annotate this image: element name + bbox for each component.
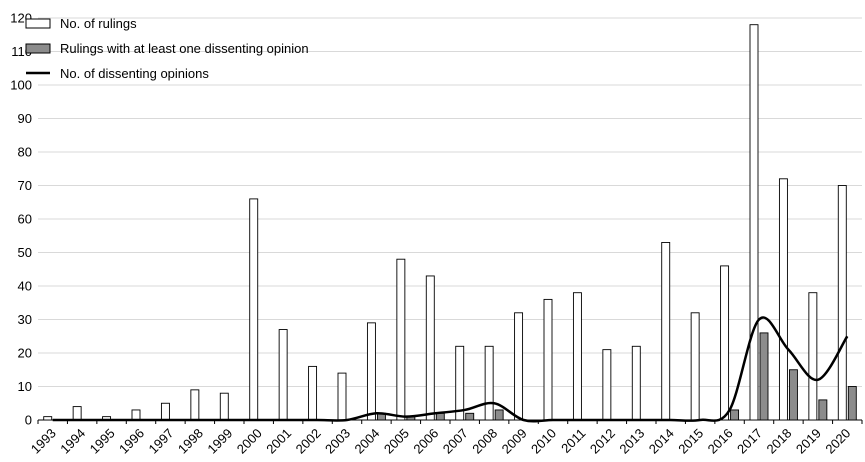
line-dissenting-opinions: [52, 316, 849, 423]
bar-dissent-rulings-2018: [788, 369, 798, 421]
y-tick-label: 80: [18, 145, 32, 160]
bar-rulings-2000: [249, 198, 259, 421]
x-tick-label: 2016: [705, 426, 736, 457]
x-tick-label: 2006: [410, 426, 441, 457]
bar-rulings-2007: [455, 345, 465, 421]
bar-dissent-rulings-2007: [465, 412, 475, 421]
bar-dissent-rulings-2016: [730, 409, 740, 421]
bar-rulings-2008: [484, 345, 494, 421]
bars: [43, 24, 857, 421]
x-tick-label: 2001: [263, 426, 294, 457]
bar-rulings-2009: [514, 312, 524, 421]
bar-dissent-rulings-2020: [847, 386, 857, 421]
x-tick-label: 2018: [763, 426, 794, 457]
x-tick-label: 1997: [145, 426, 176, 457]
bar-rulings-2020: [837, 185, 847, 421]
bar-rulings-1994: [72, 406, 82, 421]
bar-rulings-2003: [337, 372, 347, 421]
x-tick-label: 2017: [734, 426, 765, 457]
y-tick-label: 20: [18, 346, 32, 361]
x-tick-label: 2002: [293, 426, 324, 457]
bar-rulings-2010: [543, 298, 553, 421]
bar-rulings-1999: [219, 392, 229, 421]
x-tick-label: 2004: [351, 426, 382, 457]
bar-dissent-rulings-2008: [494, 409, 504, 421]
legend-swatch-rulings: [25, 18, 51, 29]
bar-rulings-2014: [661, 241, 671, 421]
x-tick-label: 1999: [204, 426, 235, 457]
x-tick-label: 2014: [646, 426, 677, 457]
x-tick-label: 2007: [440, 426, 471, 457]
bar-rulings-2013: [631, 345, 641, 421]
gridlines: [38, 17, 862, 421]
x-tick-label: 1994: [57, 426, 88, 457]
x-tick-label: 2000: [234, 426, 265, 457]
y-tick-label: 90: [18, 111, 32, 126]
x-tick-label: 2010: [528, 426, 559, 457]
y-tick-label: 70: [18, 178, 32, 193]
x-tick-label: 2020: [822, 426, 853, 457]
y-tick-label: 50: [18, 245, 32, 260]
bar-rulings-2011: [572, 292, 582, 421]
y-tick-label: 10: [18, 379, 32, 394]
bar-rulings-2016: [720, 265, 730, 421]
bar-rulings-1997: [160, 402, 170, 421]
y-tick-label: 60: [18, 212, 32, 227]
x-tick-label: 1998: [175, 426, 206, 457]
bar-rulings-2006: [425, 275, 435, 421]
bar-rulings-1996: [131, 409, 141, 421]
x-tick-label: 2011: [558, 426, 588, 456]
bar-rulings-1998: [190, 389, 200, 421]
bar-rulings-2005: [396, 258, 406, 421]
bar-rulings-2001: [278, 329, 288, 421]
line-series: [52, 316, 849, 423]
y-tick-label: 0: [25, 413, 32, 428]
bar-rulings-2018: [778, 178, 788, 421]
bar-rulings-2019: [808, 292, 818, 421]
bar-rulings-2017: [749, 24, 759, 421]
bar-rulings-2002: [308, 365, 318, 421]
x-tick-label: 1993: [28, 426, 59, 457]
y-tick-label: 40: [18, 279, 32, 294]
legend-label-dissent-opinions: No. of dissenting opinions: [60, 66, 209, 81]
x-tick-label: 2005: [381, 426, 412, 457]
bar-dissent-rulings-2019: [818, 399, 828, 421]
x-tick-label: 2019: [793, 426, 824, 457]
bar-rulings-2004: [366, 322, 376, 421]
x-tick-label: 2008: [469, 426, 500, 457]
x-tick-label: 2003: [322, 426, 353, 457]
bar-rulings-1993: [43, 416, 53, 421]
x-tick-label: 2009: [499, 426, 530, 457]
bar-rulings-2015: [690, 312, 700, 421]
x-tick-label: 2015: [675, 426, 706, 457]
y-tick-label: 30: [18, 312, 32, 327]
x-tick-label: 2013: [616, 426, 647, 457]
y-tick-label: 100: [10, 78, 32, 93]
x-tick-label: 1996: [116, 426, 147, 457]
legend-label-rulings: No. of rulings: [60, 16, 137, 31]
bar-rulings-2012: [602, 349, 612, 421]
legend-label-dissent-rulings: Rulings with at least one dissenting opi…: [60, 41, 309, 56]
bar-dissent-rulings-2017: [759, 332, 769, 421]
x-tick-label: 2012: [587, 426, 618, 457]
x-axis: 1993199419951996199719981999200020012002…: [28, 419, 863, 457]
x-tick-label: 1995: [87, 426, 118, 457]
legend-swatch-dissent-rulings: [25, 43, 51, 54]
legend: No. of rulings Rulings with at least one…: [25, 16, 309, 81]
